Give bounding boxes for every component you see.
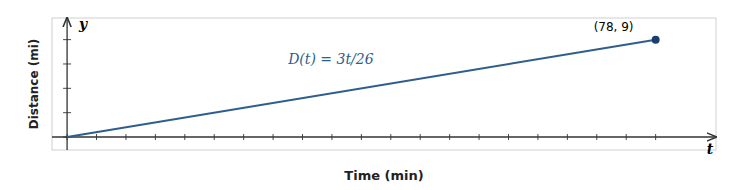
y-tick [63,88,71,89]
x-tick [243,134,244,140]
x-tick [626,134,627,140]
y-tick [63,63,71,64]
x-tick [537,134,538,140]
x-tick [567,134,568,140]
equation: D(t) = 3t/26 [287,51,374,67]
x-tick [125,134,126,140]
x-axis [52,136,716,137]
x-tick [596,134,597,140]
x-tick [273,134,274,140]
x-tick [214,134,215,140]
y-tick [63,39,71,40]
x-tick [96,134,97,140]
x-tick [302,134,303,140]
y-axis [66,18,67,150]
point-label: (78, 9) [594,20,634,34]
x-tick [420,134,421,140]
y-axis-label: Distance (mi) [27,39,41,130]
chart: (78, 9) D(t) = 3t/26 t y Time (min) Distance … [0,0,731,190]
y-tick [63,112,71,113]
plot-frame [52,18,716,150]
plot-data [67,36,660,137]
x-axis-label: Time (min) [344,168,423,183]
x-tick [361,134,362,140]
x-axis-letter: t [707,141,714,157]
x-tick [184,134,185,140]
data-point [652,36,660,44]
x-tick [508,134,509,140]
x-tick [331,134,332,140]
x-tick [390,134,391,140]
y-axis-letter: y [78,16,88,32]
data-line [67,40,656,137]
x-tick [449,134,450,140]
x-tick [155,134,156,140]
x-tick [655,134,656,140]
x-tick [479,134,480,140]
